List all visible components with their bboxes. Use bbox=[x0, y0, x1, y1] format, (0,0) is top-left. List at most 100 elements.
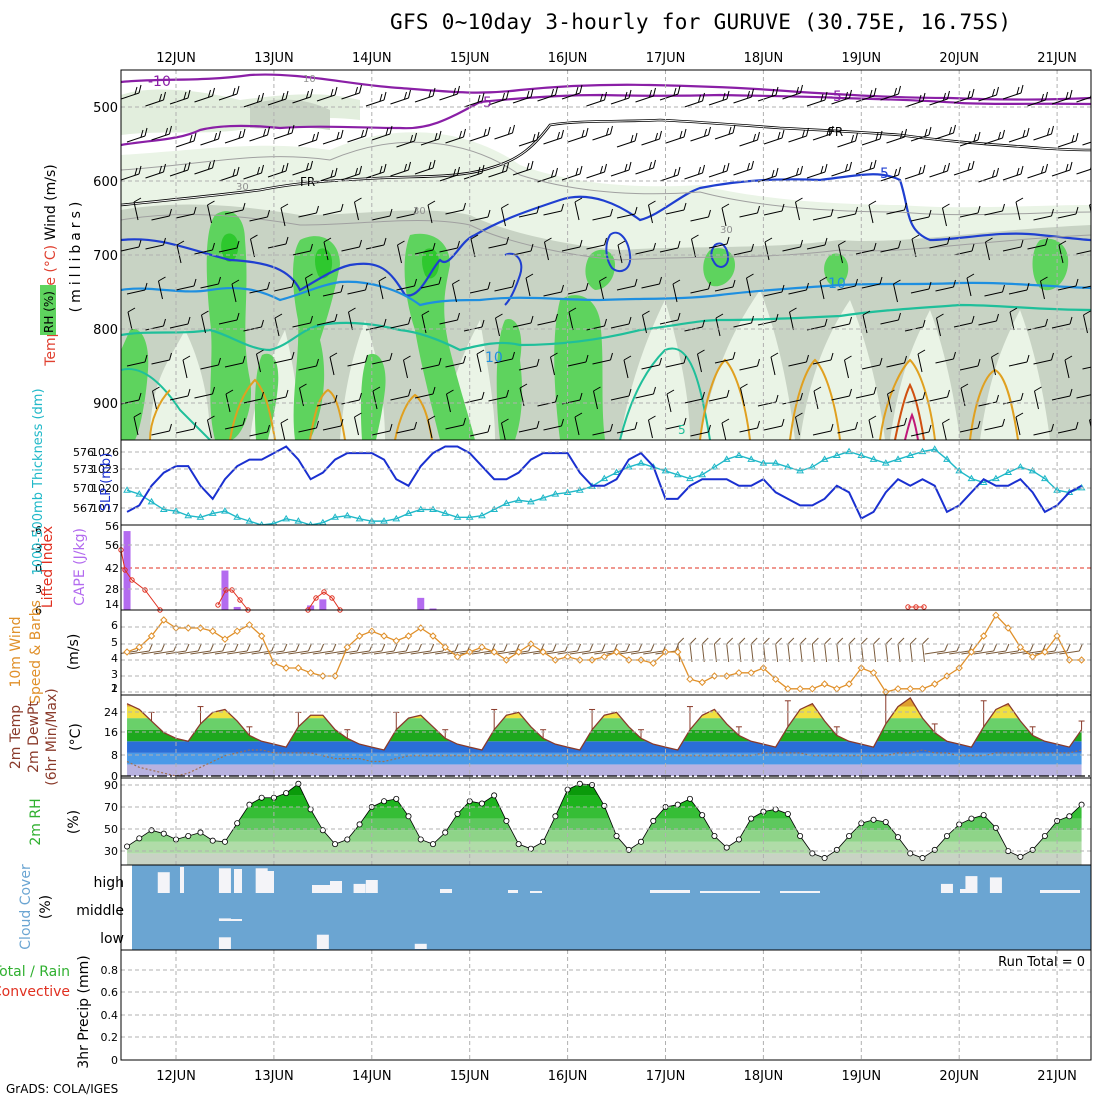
rh-point bbox=[185, 833, 192, 840]
wind-barb bbox=[138, 392, 142, 401]
wind-barb bbox=[911, 238, 917, 258]
wind-barb bbox=[126, 135, 146, 143]
wind-speed-point bbox=[894, 685, 902, 693]
wind-barb bbox=[586, 99, 605, 107]
wind-speed-point bbox=[441, 643, 449, 651]
wind-barb bbox=[1095, 243, 1097, 250]
wind-barb bbox=[536, 358, 540, 367]
wind-barb bbox=[481, 319, 485, 328]
wind-barb bbox=[984, 137, 1003, 145]
wind-barb bbox=[917, 349, 926, 355]
lifted-index-point bbox=[905, 604, 911, 610]
rh-point bbox=[686, 795, 693, 802]
wind-barb bbox=[849, 161, 852, 171]
wind-barb bbox=[831, 169, 850, 177]
wind-barb bbox=[383, 318, 387, 327]
wind-barb bbox=[845, 163, 848, 172]
wind-barb bbox=[183, 163, 187, 172]
wind-barb bbox=[672, 283, 678, 303]
wind-barb bbox=[618, 650, 639, 655]
date-label-top: 12JUN bbox=[156, 51, 196, 66]
wind-barb bbox=[751, 88, 754, 98]
wind-barb bbox=[291, 351, 295, 360]
wind-barb bbox=[555, 394, 558, 403]
panel-frames bbox=[120, 69, 1092, 1061]
wind-barb bbox=[298, 139, 317, 147]
y-tick-label: 42 bbox=[105, 562, 119, 575]
thickness-point bbox=[673, 470, 682, 478]
lifted-index-point bbox=[329, 595, 335, 601]
cloud-bar bbox=[780, 891, 820, 893]
wind-barb bbox=[561, 284, 564, 293]
wind-barb bbox=[726, 643, 730, 663]
wind-barb bbox=[470, 238, 476, 258]
wind-barb bbox=[312, 133, 315, 142]
wind-barb bbox=[653, 159, 656, 169]
wind-barb bbox=[900, 130, 903, 139]
wind-barb bbox=[824, 318, 828, 327]
wind-barb bbox=[739, 139, 758, 147]
wind-barb bbox=[837, 285, 856, 291]
wind-barb bbox=[1076, 168, 1091, 175]
wind-barb bbox=[323, 241, 329, 261]
wind-barb bbox=[873, 637, 880, 645]
wind-barb bbox=[1033, 215, 1052, 221]
wind-barb bbox=[795, 412, 803, 418]
y-tick-label: 800 bbox=[93, 323, 118, 338]
wind-barb bbox=[971, 315, 975, 324]
wind-barb bbox=[163, 163, 166, 173]
wind-barb bbox=[390, 395, 409, 401]
wind-speed-point bbox=[147, 632, 156, 640]
wind-barb bbox=[561, 203, 564, 212]
wind-barb bbox=[1022, 650, 1043, 655]
wind-barb bbox=[178, 650, 199, 655]
rh-point bbox=[650, 817, 657, 824]
wind-barb bbox=[561, 92, 581, 100]
wind-barb bbox=[788, 135, 807, 143]
cloud-level-low: low bbox=[100, 931, 124, 947]
wind-barb bbox=[929, 396, 948, 402]
wind-barb bbox=[231, 279, 240, 285]
wind-barb bbox=[1027, 244, 1046, 250]
wind-barb bbox=[1051, 97, 1071, 105]
wind-barb bbox=[487, 126, 491, 136]
wind-barb bbox=[880, 174, 899, 182]
wind-barb bbox=[361, 129, 364, 138]
wind-barb bbox=[708, 209, 711, 218]
wind-barb bbox=[1016, 167, 1020, 176]
rh-point bbox=[209, 837, 216, 844]
wind-barb bbox=[512, 250, 532, 256]
wind-barb bbox=[665, 424, 685, 430]
wind-barb bbox=[747, 90, 750, 99]
wind-barb bbox=[403, 359, 408, 379]
wind-barb bbox=[1027, 171, 1046, 179]
wind-barb bbox=[153, 650, 174, 655]
thickness-point bbox=[404, 509, 413, 516]
date-label-top: 13JUN bbox=[254, 51, 294, 66]
wind-barb bbox=[508, 126, 511, 135]
wind-barb bbox=[288, 650, 309, 655]
wind-barb bbox=[592, 215, 611, 221]
wind-barb bbox=[292, 168, 311, 176]
wind-barb bbox=[851, 134, 854, 143]
wind-barb bbox=[973, 650, 994, 655]
wind-barb bbox=[381, 643, 386, 652]
wind-barb bbox=[347, 361, 366, 367]
wind-barb bbox=[393, 643, 398, 652]
cloud-bar bbox=[1040, 890, 1080, 893]
wind-barb bbox=[971, 160, 975, 170]
wind-barb bbox=[330, 88, 334, 97]
wind-barb bbox=[943, 92, 946, 101]
wind-barb bbox=[691, 234, 699, 240]
wind-barb bbox=[879, 130, 883, 140]
rh-point bbox=[344, 836, 351, 843]
wind-barb bbox=[653, 242, 656, 251]
cloud-ylabel: Cloud Cover bbox=[18, 864, 34, 950]
wind-barb bbox=[683, 355, 687, 364]
wind-barb bbox=[551, 169, 554, 178]
wind-barb bbox=[267, 98, 287, 106]
wind-barb bbox=[291, 279, 295, 288]
wind-speed-point bbox=[306, 669, 315, 677]
wind-speed-point bbox=[771, 675, 780, 683]
wind-barb bbox=[250, 234, 258, 240]
